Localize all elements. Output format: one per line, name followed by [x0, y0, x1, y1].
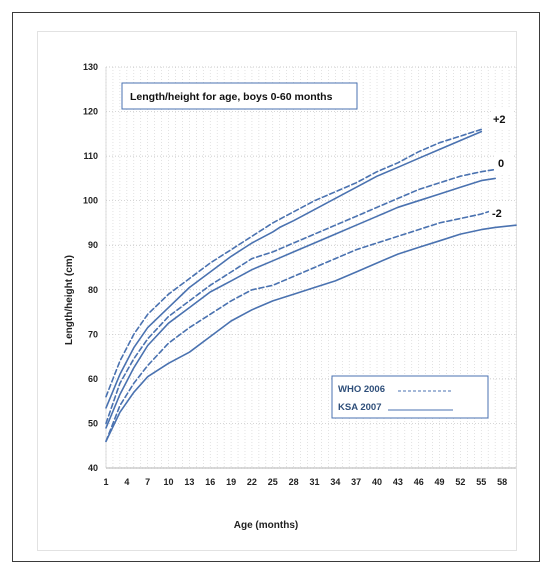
- title-box: [121, 82, 358, 110]
- x-tick-label: 28: [289, 477, 299, 487]
- x-tick-label: 16: [205, 477, 215, 487]
- y-tick-label: 130: [83, 62, 98, 72]
- x-tick-label: 52: [455, 477, 465, 487]
- y-tick-label: 90: [88, 240, 98, 250]
- x-tick-label: 1: [103, 477, 108, 487]
- grid: [105, 66, 517, 469]
- tick-labels: 40 50 60 70 80 90 100 110 120 130 1 4 7 10 13 16 19 22 25 2…: [83, 62, 507, 487]
- chart-title: Length/height for age, boys 0-60 months: [130, 91, 333, 103]
- series-lines: [105, 128, 517, 443]
- x-axis-title: Age (months): [234, 520, 298, 531]
- y-tick-label: 50: [88, 418, 98, 428]
- zscore-0-bg: [494, 152, 512, 174]
- x-tick-label: 40: [372, 477, 382, 487]
- y-tick-label: 60: [88, 374, 98, 384]
- zscore-minus2-bg: [489, 202, 513, 224]
- x-tick-label: 22: [247, 477, 257, 487]
- x-tick-label: 49: [435, 477, 445, 487]
- x-tick-label: 4: [124, 477, 129, 487]
- x-tick-label: 25: [268, 477, 278, 487]
- series-line-ksa-2007-2: [105, 130, 483, 409]
- legend-label-who: WHO 2006: [338, 384, 385, 395]
- chart-area-border: [37, 31, 517, 551]
- x-tick-label: 13: [184, 477, 194, 487]
- x-tick-label: 46: [414, 477, 424, 487]
- x-tick-label: 7: [145, 477, 150, 487]
- series-line-ksa-2007-0: [105, 177, 497, 429]
- x-tick-label: 31: [309, 477, 319, 487]
- y-tick-label: 40: [88, 463, 98, 473]
- x-tick-label: 34: [330, 477, 340, 487]
- y-tick-label: 70: [88, 329, 98, 339]
- x-tick-label: 37: [351, 477, 361, 487]
- x-tick-label: 58: [497, 477, 507, 487]
- series-line-ksa-2007-2: [105, 224, 517, 443]
- zscore-label-0: 0: [498, 158, 504, 170]
- legend-label-ksa: KSA 2007: [338, 402, 381, 413]
- y-tick-label: 110: [83, 151, 98, 161]
- y-tick-label: 120: [83, 107, 98, 117]
- y-tick-label: 100: [83, 196, 98, 206]
- x-tick-label: 19: [226, 477, 236, 487]
- y-axis-title: Length/height (cm): [64, 255, 75, 345]
- legend-box: [331, 375, 489, 419]
- y-tick-label: 80: [88, 285, 98, 295]
- x-tick-label: 55: [476, 477, 486, 487]
- series-line-who-2006-0: [105, 168, 497, 425]
- x-tick-label: 10: [164, 477, 174, 487]
- zscore-label-plus2: +2: [493, 114, 506, 126]
- series-line-who-2006-2: [105, 128, 483, 398]
- zscore-plus2-bg: [491, 108, 513, 130]
- x-tick-label: 43: [393, 477, 403, 487]
- series-line-who-2006-2: [105, 208, 497, 443]
- zscore-label-minus2: -2: [492, 208, 502, 220]
